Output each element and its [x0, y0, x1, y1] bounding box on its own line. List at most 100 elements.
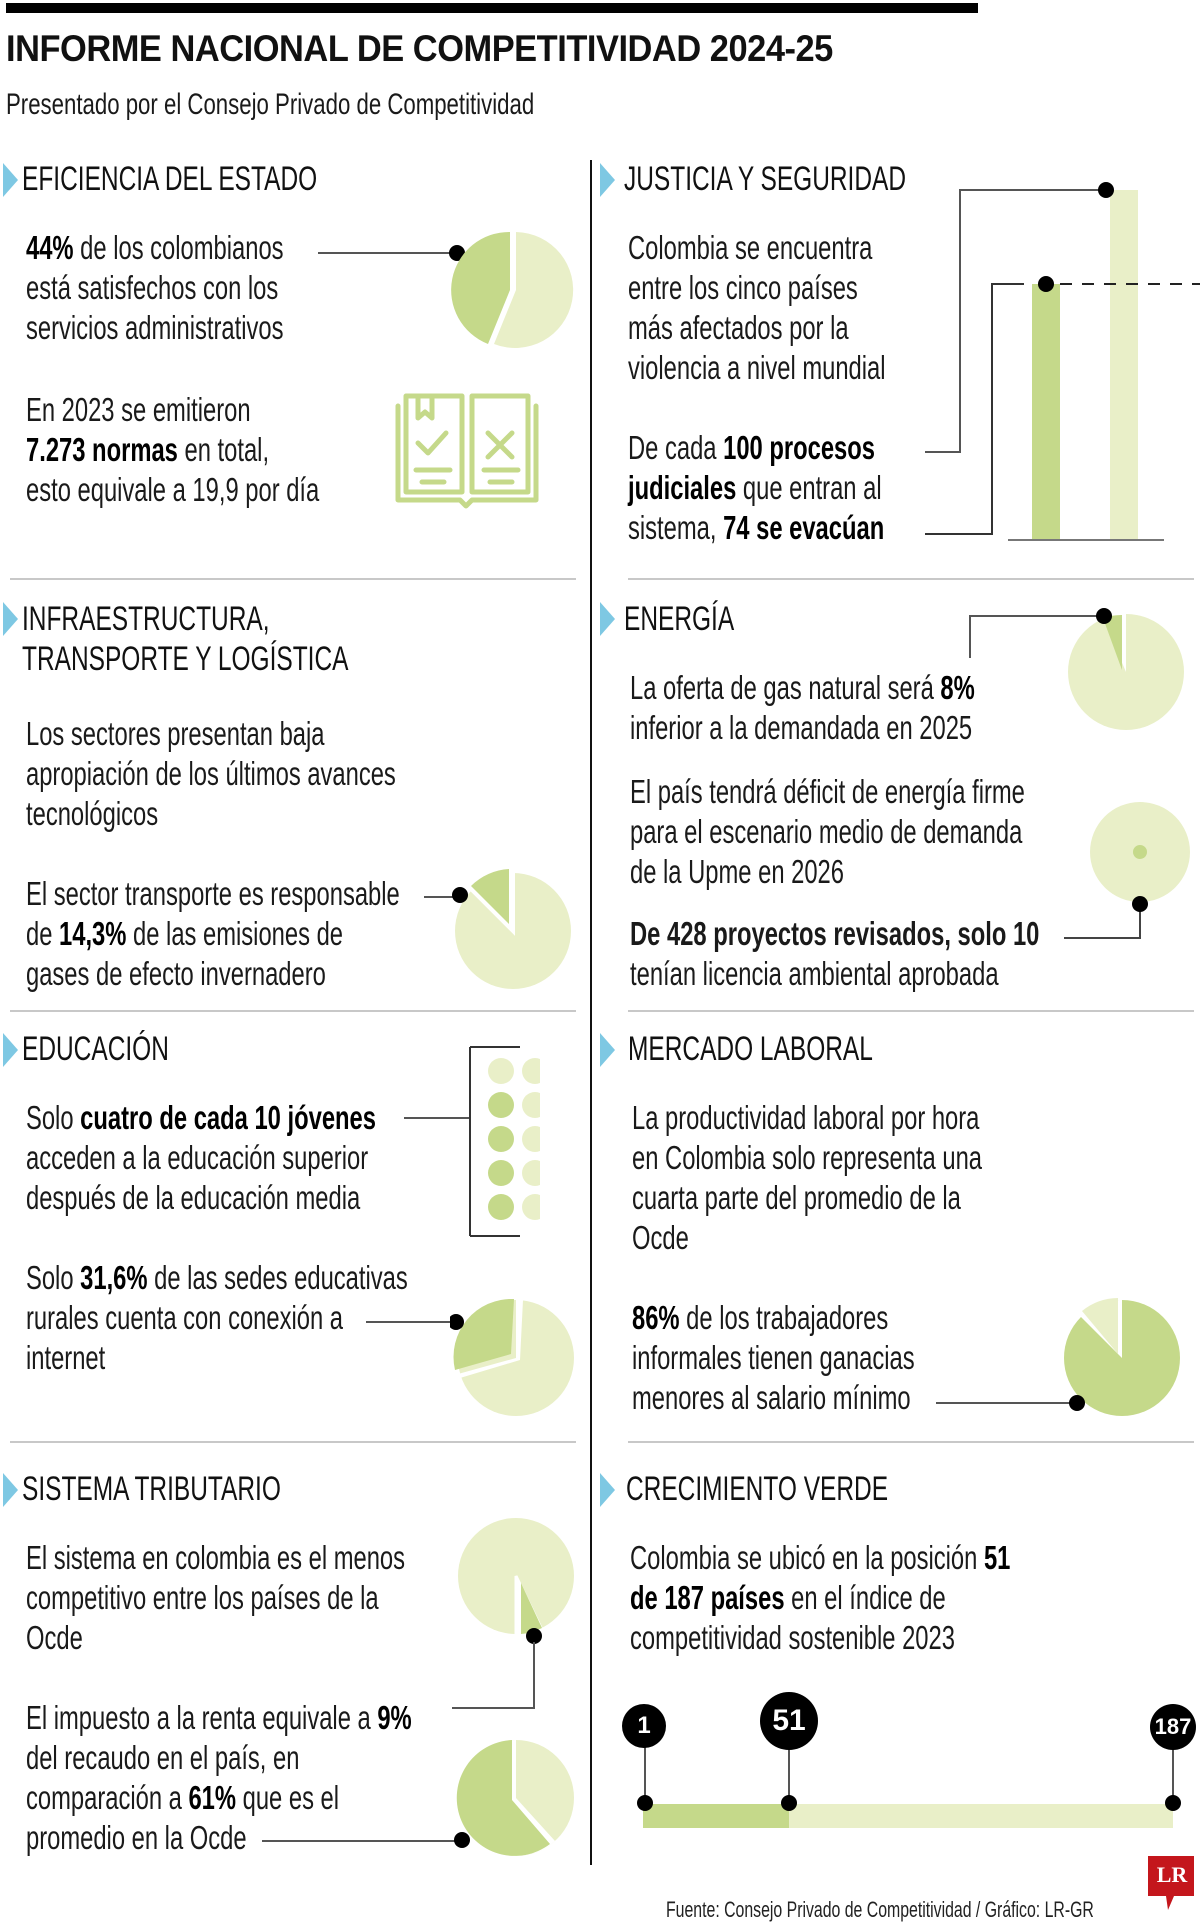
stat-text: El país tendrá déficit de energía firme	[630, 773, 1025, 810]
stat-text: cuarta parte del promedio de la	[632, 1179, 961, 1216]
row-divider	[628, 1441, 1194, 1443]
section-marker-icon	[600, 602, 615, 636]
stat-text: Colombia se ubicó en la posición 51	[630, 1539, 1011, 1576]
scale-dot	[1165, 1795, 1181, 1811]
connector-line	[1172, 1742, 1174, 1804]
bar-chart-judicial	[925, 182, 1200, 541]
stat-text: violencia a nivel mundial	[628, 349, 886, 386]
stat-text: Ocde	[26, 1619, 83, 1656]
section-title-eficiencia: EFICIENCIA DEL ESTADO	[22, 160, 318, 198]
section-title-infraestructura: INFRAESTRUCTURA,	[22, 600, 270, 638]
stat-text: después de la educación media	[26, 1179, 361, 1216]
stat-text: menores al salario mínimo	[632, 1379, 911, 1416]
stat-text: La oferta de gas natural será 8%	[630, 669, 975, 706]
connector-line	[788, 1740, 790, 1804]
stat-text: del recaudo en el país, en	[26, 1739, 300, 1776]
row-divider	[628, 1010, 1194, 1012]
stat-text: tenían licencia ambiental aprobada	[630, 955, 999, 992]
pie-chart-informal	[936, 1298, 1180, 1416]
scale-dot	[781, 1795, 797, 1811]
stat-text: Solo 31,6% de las sedes educativas	[26, 1259, 408, 1296]
pie-chart-gas	[969, 608, 1184, 730]
stat-text: inferior a la demandada en 2025	[630, 709, 973, 746]
stat-text: De 428 proyectos revisados, solo 10	[630, 915, 1040, 952]
page-subtitle: Presentado por el Consejo Privado de Com…	[6, 88, 535, 121]
stat-text: Solo cuatro de cada 10 jóvenes	[26, 1099, 376, 1136]
page-title: INFORME NACIONAL DE COMPETITIVIDAD 2024-…	[6, 28, 833, 69]
scale-dot	[637, 1795, 653, 1811]
stat-text: entre los cinco países	[628, 269, 858, 306]
connector-dot	[449, 245, 465, 261]
row-divider	[10, 578, 576, 580]
stat-text: Los sectores presentan baja	[26, 715, 325, 752]
section-title-mercado: MERCADO LABORAL	[628, 1030, 873, 1068]
stat-text: En 2023 se emitieron	[26, 391, 251, 428]
connector-line	[318, 252, 458, 254]
row-divider	[10, 1441, 576, 1443]
stat-text: de 187 países en el índice de	[630, 1579, 946, 1616]
stat-text: Colombia se encuentra	[628, 229, 873, 266]
stat-text: en Colombia solo representa una	[632, 1139, 983, 1176]
stat-text: El sector transporte es responsable	[26, 875, 400, 912]
stat-text: competitividad sostenible 2023	[630, 1619, 955, 1656]
source-credit: Fuente: Consejo Privado de Competitivida…	[666, 1897, 1094, 1922]
stat-text: El impuesto a la renta equivale a 9%	[26, 1699, 412, 1736]
scale-node-end: 187	[1150, 1704, 1196, 1750]
pie-chart-satisfaction	[451, 231, 574, 348]
stat-text: más afectados por la	[628, 309, 849, 346]
stat-text: judiciales que entran al	[628, 469, 882, 506]
section-title-justicia: JUSTICIA Y SEGURIDAD	[624, 160, 907, 198]
stat-text: rurales cuenta con conexión a	[26, 1299, 344, 1336]
pie-chart-renta-ocde	[454, 1740, 574, 1856]
stat-text: internet	[26, 1339, 106, 1376]
stat-text: sistema, 74 se evacúan	[628, 509, 885, 546]
stat-text: acceden a la educación superior	[26, 1139, 369, 1176]
stat-text: gases de efecto invernadero	[26, 955, 326, 992]
lr-logo	[1148, 1856, 1194, 1910]
pie-chart-emissions	[452, 869, 571, 989]
scale-node-start: 1	[622, 1704, 666, 1748]
stat-text: está satisfechos con los	[26, 269, 279, 306]
section-marker-icon	[600, 1033, 615, 1067]
stat-text: esto equivale a 19,9 por día	[26, 471, 320, 508]
section-title-educacion: EDUCACIÓN	[22, 1030, 169, 1068]
stat-text: servicios administrativos	[26, 309, 284, 346]
stat-text: El sistema en colombia es el menos	[26, 1539, 406, 1576]
section-title-infraestructura-l2: TRANSPORTE Y LOGÍSTICA	[22, 640, 349, 678]
section-marker-icon	[600, 1473, 615, 1507]
ranking-scale-fill	[643, 1804, 789, 1828]
top-rule	[6, 3, 978, 13]
stat-text: 44% de los colombianos	[26, 229, 284, 266]
stat-text: de la Upme en 2026	[630, 853, 844, 890]
section-marker-icon	[3, 1033, 18, 1067]
stat-text: Ocde	[632, 1219, 689, 1256]
stat-text: 7.273 normas en total,	[26, 431, 270, 468]
section-marker-icon	[3, 602, 18, 636]
stat-text: promedio en la Ocde	[26, 1819, 247, 1856]
column-divider	[590, 160, 592, 1865]
section-marker-icon	[3, 163, 18, 197]
section-marker-icon	[600, 163, 615, 197]
stat-text: 86% de los trabajadores	[632, 1299, 889, 1336]
stat-text: comparación a 61% que es el	[26, 1779, 340, 1816]
stat-text: apropiación de los últimos avances	[26, 755, 396, 792]
row-divider	[628, 578, 1194, 580]
circle-chart-licenses	[1064, 802, 1190, 939]
stat-text: competitivo entre los países de la	[26, 1579, 379, 1616]
stat-text: tecnológicos	[26, 795, 159, 832]
section-title-energia: ENERGÍA	[624, 600, 735, 638]
stat-text: para el escenario medio de demanda	[630, 813, 1023, 850]
pie-chart-renta-colombia	[452, 1518, 574, 1709]
section-marker-icon	[3, 1473, 18, 1507]
section-title-verde: CRECIMIENTO VERDE	[626, 1470, 889, 1508]
stat-text: La productividad laboral por hora	[632, 1099, 980, 1136]
connector-line	[366, 1321, 456, 1323]
dot-matrix-youth	[404, 1046, 540, 1237]
scale-node-colombia: 51	[760, 1692, 818, 1750]
open-book-check-cross-icon	[395, 393, 539, 509]
connector-line	[424, 896, 454, 898]
stat-text: informales tienen ganacias	[632, 1339, 915, 1376]
pie-chart-internet	[450, 1298, 574, 1416]
connector-line	[262, 1840, 462, 1842]
section-title-tributario: SISTEMA TRIBUTARIO	[22, 1470, 281, 1508]
